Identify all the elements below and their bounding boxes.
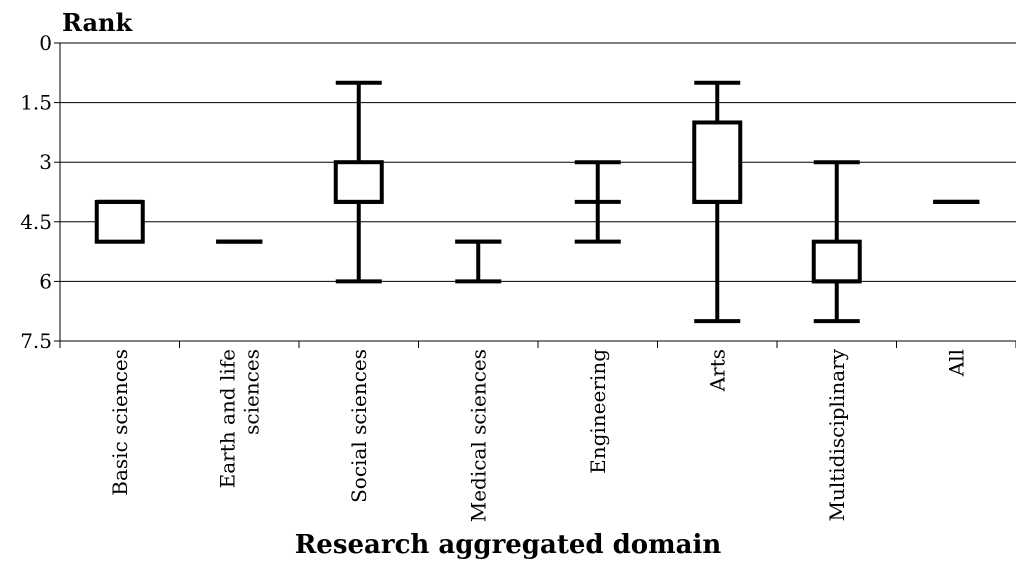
iqr-box: [692, 120, 743, 204]
x-tick-label-group: Basic sciences: [108, 349, 132, 496]
x-tick-label-group: Earth and life sciences: [215, 349, 263, 488]
x-axis-title: Research aggregated domain: [294, 530, 722, 560]
iqr-box: [94, 199, 145, 244]
x-tick-label-group: Multidisciplinary: [825, 348, 849, 521]
y-tick-label: 3: [39, 150, 52, 174]
x-tick-label-group: Social sciences: [347, 349, 371, 503]
x-tick-label: All: [944, 349, 968, 377]
x-tick-label-group: All: [944, 349, 968, 377]
iqr-box: [333, 160, 384, 204]
y-tick-label: 6: [39, 269, 52, 293]
x-tick-label: Multidisciplinary: [825, 348, 849, 521]
x-tick-label: sciences: [239, 349, 263, 435]
y-tick-label: 1.5: [20, 91, 52, 115]
x-tick-label-group: Engineering: [586, 349, 610, 474]
x-tick-label: Engineering: [586, 349, 610, 474]
x-tick-label-group: Arts: [705, 349, 729, 392]
x-tick-label: Medical sciences: [466, 349, 490, 522]
x-tick-label-group: Medical sciences: [466, 349, 490, 522]
x-tick-label: Arts: [705, 349, 729, 392]
y-tick-label: 7.5: [20, 329, 52, 353]
x-tick-label: Earth and life: [215, 349, 239, 488]
y-axis-title: Rank: [62, 8, 133, 37]
iqr-box: [811, 239, 862, 284]
y-tick-label: 0: [39, 31, 52, 55]
x-tick-label: Social sciences: [347, 349, 371, 503]
x-tick-label: Basic sciences: [108, 349, 132, 496]
y-tick-label: 4.5: [20, 210, 52, 234]
